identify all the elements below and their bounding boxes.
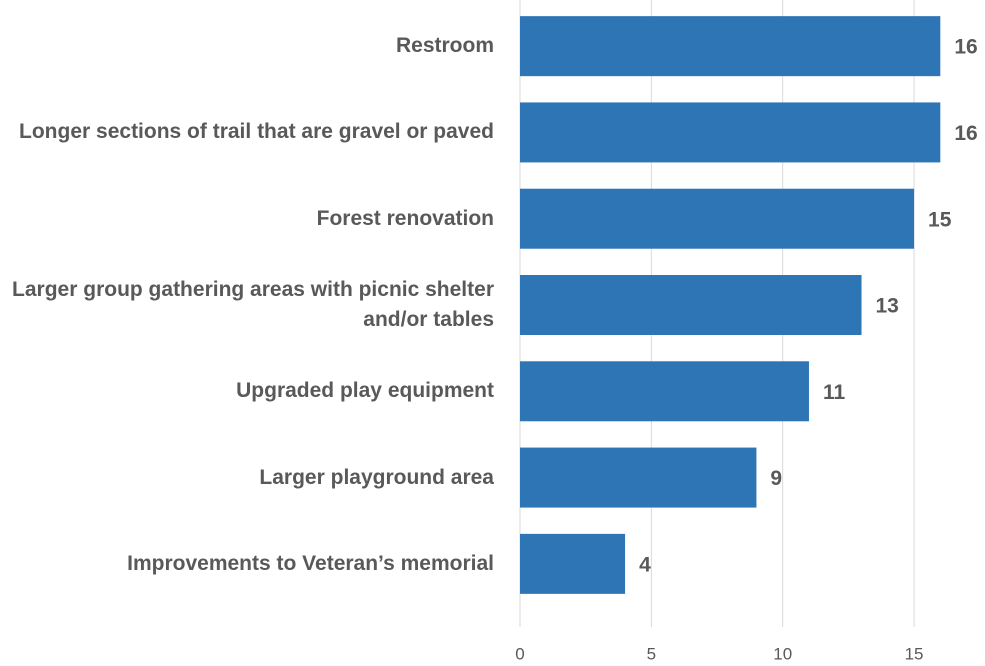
y-tick-label: Upgraded play equipment xyxy=(236,379,494,403)
bar xyxy=(520,188,915,249)
x-tick-label: 10 xyxy=(773,644,792,663)
value-label: 16 xyxy=(954,122,977,145)
x-tick-label: 5 xyxy=(647,644,656,663)
value-label: 13 xyxy=(876,295,899,318)
value-label: 16 xyxy=(954,36,977,59)
y-tick-label: Larger group gathering areas with picnic… xyxy=(12,278,494,331)
bar xyxy=(520,275,862,335)
y-tick-label: Improvements to Veteran’s memorial xyxy=(127,551,494,575)
bar xyxy=(520,361,809,422)
bar xyxy=(520,16,941,77)
bar xyxy=(520,447,757,508)
value-label: 4 xyxy=(639,553,651,576)
bar xyxy=(520,102,941,163)
y-tick-label: Restroom xyxy=(395,34,494,58)
bar xyxy=(520,533,626,594)
value-label: 15 xyxy=(928,208,952,231)
y-tick-label: Forest renovation xyxy=(316,206,494,230)
value-label: 11 xyxy=(823,381,846,404)
x-tick-label: 0 xyxy=(515,644,524,663)
y-tick-label: Larger playground area xyxy=(259,465,494,489)
value-label: 9 xyxy=(770,467,782,490)
x-tick-label: 15 xyxy=(905,644,924,663)
y-tick-label: Longer sections of trail that are gravel… xyxy=(19,120,494,144)
